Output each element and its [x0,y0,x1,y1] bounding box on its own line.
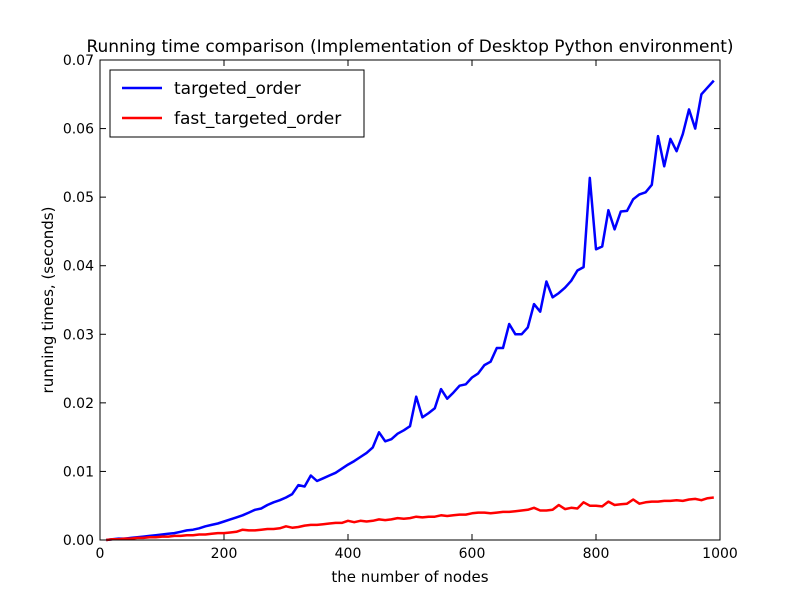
plot-frame [99,59,721,541]
x-tick-label: 400 [335,546,362,562]
legend-label: targeted_order [174,79,301,99]
y-tick-label: 0.01 [63,464,94,480]
x-tick-label: 800 [583,546,610,562]
chart-title: Running time comparison (Implementation … [86,37,733,57]
y-tick-label: 0.03 [63,327,94,343]
y-tick-label: 0.05 [63,190,94,206]
y-tick-label: 0.04 [63,259,94,275]
y-tick-label: 0.00 [63,533,94,549]
x-tick-label: 1000 [702,546,738,562]
y-axis-label: running times, (seconds) [39,207,57,394]
y-tick-label: 0.06 [63,122,94,138]
x-tick-label: 200 [211,546,238,562]
x-tick-label: 600 [459,546,486,562]
legend-label: fast_targeted_order [174,109,341,129]
axis-ticks: 0 200 400 600 800 1000 0.00 0.01 0.02 0.03 0.04 0.0… [63,53,738,562]
x-tick-label: 0 [96,546,105,562]
series-lines [106,79,715,542]
legend-box [109,69,365,138]
y-tick-label: 0.07 [63,53,94,69]
series-line-fast-targeted-order [106,496,714,542]
y-tick-label: 0.02 [63,396,94,412]
x-axis-label: the number of nodes [331,568,488,586]
legend: targeted_order fast_targeted_order [109,69,365,138]
series-line-targeted-order [106,79,715,542]
